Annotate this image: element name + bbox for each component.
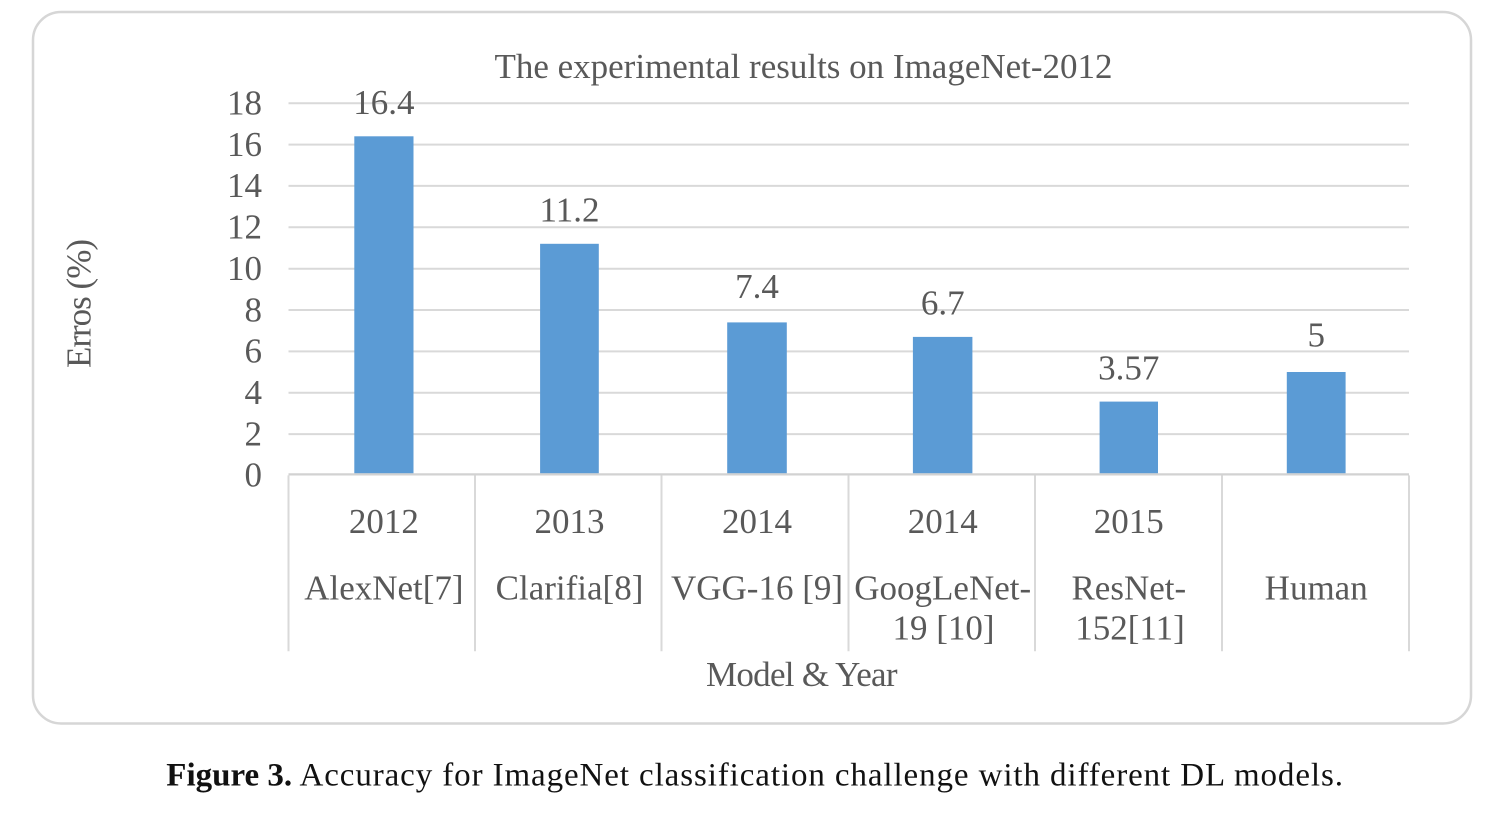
svg-text:Erros (%): Erros (%) <box>60 240 99 368</box>
svg-text:19 [10]: 19 [10] <box>892 608 994 647</box>
svg-text:Figure 3. Accuracy for ImageNe: Figure 3. Accuracy for ImageNet classifi… <box>166 757 1344 793</box>
svg-text:152[11]: 152[11] <box>1075 608 1185 647</box>
svg-text:7.4: 7.4 <box>735 267 779 306</box>
svg-text:2012: 2012 <box>349 502 419 541</box>
svg-text:6: 6 <box>245 332 263 371</box>
svg-text:The experimental results on Im: The experimental results on ImageNet-201… <box>494 47 1112 86</box>
svg-text:2015: 2015 <box>1094 502 1164 541</box>
svg-text:5: 5 <box>1307 316 1325 355</box>
svg-text:Human: Human <box>1265 568 1368 607</box>
svg-text:Clarifia[8]: Clarifia[8] <box>496 568 644 607</box>
svg-text:16: 16 <box>227 125 262 164</box>
svg-text:14: 14 <box>227 166 262 205</box>
svg-text:2014: 2014 <box>722 502 792 541</box>
svg-text:10: 10 <box>227 249 262 288</box>
svg-text:18: 18 <box>227 84 262 123</box>
svg-text:AlexNet[7]: AlexNet[7] <box>304 568 463 607</box>
svg-text:GoogLeNet-: GoogLeNet- <box>854 568 1031 607</box>
svg-text:ResNet-: ResNet- <box>1071 568 1186 607</box>
svg-text:3.57: 3.57 <box>1098 348 1159 387</box>
svg-text:2013: 2013 <box>535 502 605 541</box>
svg-text:0: 0 <box>245 456 263 495</box>
svg-text:8: 8 <box>245 290 263 329</box>
svg-text:12: 12 <box>227 208 262 247</box>
svg-text:Model & Year: Model & Year <box>706 655 898 694</box>
svg-text:6.7: 6.7 <box>921 284 965 323</box>
svg-text:VGG-16 [9]: VGG-16 [9] <box>671 568 843 607</box>
svg-text:2: 2 <box>245 414 263 453</box>
svg-text:2014: 2014 <box>908 502 978 541</box>
svg-text:11.2: 11.2 <box>540 191 600 230</box>
svg-text:16.4: 16.4 <box>353 83 414 122</box>
svg-text:4: 4 <box>245 373 263 412</box>
